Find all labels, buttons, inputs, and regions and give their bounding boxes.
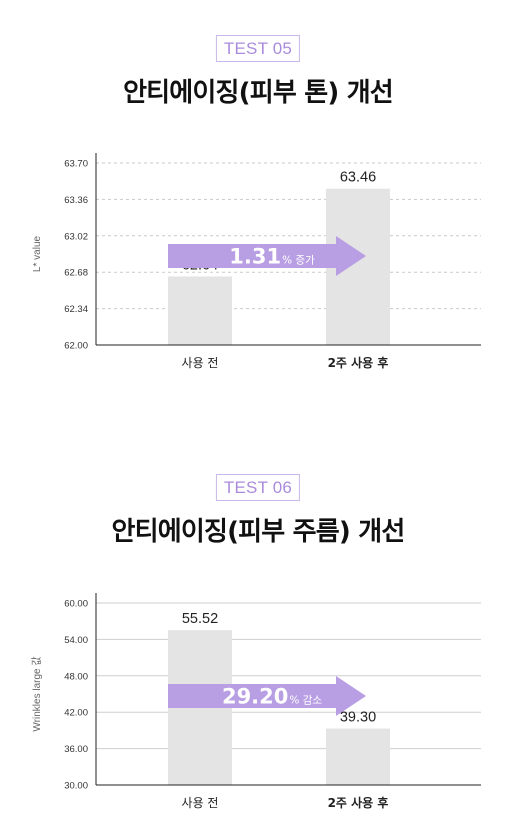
category-label: 2주 사용 후: [328, 795, 389, 810]
y-tick-label: 62.34: [64, 304, 88, 315]
y-tick-label: 30.00: [64, 781, 88, 792]
change-annotation: 29.20% 감소: [222, 685, 322, 709]
y-tick-label: 63.70: [64, 159, 88, 170]
test-05-title: 안티에이징(피부 톤) 개선: [123, 78, 394, 108]
category-label: 사용 전: [182, 356, 219, 370]
y-tick-label: 62.68: [64, 268, 88, 279]
bar-value-label: 39.30: [340, 710, 376, 726]
y-tick-label: 63.36: [64, 195, 88, 206]
bar: [326, 728, 390, 785]
bar-value-label: 55.52: [182, 611, 218, 627]
y-tick-label: 54.00: [64, 635, 88, 646]
bar-value-label: 63.46: [340, 170, 376, 186]
y-tick-label: 60.00: [64, 599, 88, 610]
bar: [168, 276, 232, 345]
y-tick-label: 62.00: [64, 341, 88, 352]
wrinkle-chart: 30.00 36.00 42.00 48.00 54.00 60.00 Wrinkles l…: [31, 593, 481, 810]
y-tick-label: 48.00: [64, 671, 88, 682]
test-05-badge: TEST 05: [215, 35, 301, 62]
y-axis-label: L* value: [32, 235, 43, 272]
category-label: 2주 사용 후: [328, 355, 389, 370]
change-value: 29.20: [222, 685, 288, 709]
category-label: 사용 전: [182, 796, 219, 810]
test-06-badge: TEST 06: [215, 474, 301, 501]
y-tick-label: 42.00: [64, 708, 88, 719]
change-suffix: % 감소: [289, 695, 322, 707]
y-tick-label: 36.00: [64, 744, 88, 755]
test-06-title: 안티에이징(피부 주름) 개선: [111, 517, 406, 547]
change-suffix: % 증가: [282, 255, 315, 267]
y-axis-label: Wrinkles large 값: [31, 656, 43, 731]
change-arrow: [168, 676, 366, 716]
change-arrow: [168, 236, 366, 276]
change-value: 1.31: [229, 245, 281, 269]
change-annotation: 1.31% 증가: [229, 245, 315, 269]
y-tick-label: 63.02: [64, 231, 88, 242]
